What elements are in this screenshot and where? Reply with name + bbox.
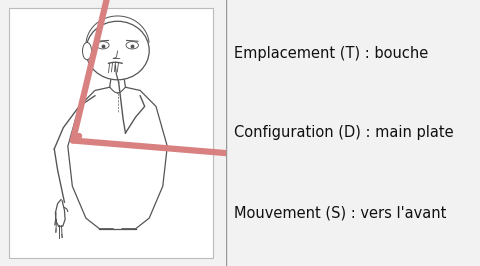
Ellipse shape: [83, 42, 91, 60]
Text: Configuration (D) : main plate: Configuration (D) : main plate: [233, 126, 453, 140]
Ellipse shape: [96, 41, 109, 49]
Text: Emplacement (T) : bouche: Emplacement (T) : bouche: [233, 46, 427, 61]
Ellipse shape: [86, 21, 149, 80]
Text: Mouvement (S) : vers l'avant: Mouvement (S) : vers l'avant: [233, 205, 445, 220]
Ellipse shape: [126, 41, 138, 49]
FancyArrowPatch shape: [72, 0, 251, 155]
